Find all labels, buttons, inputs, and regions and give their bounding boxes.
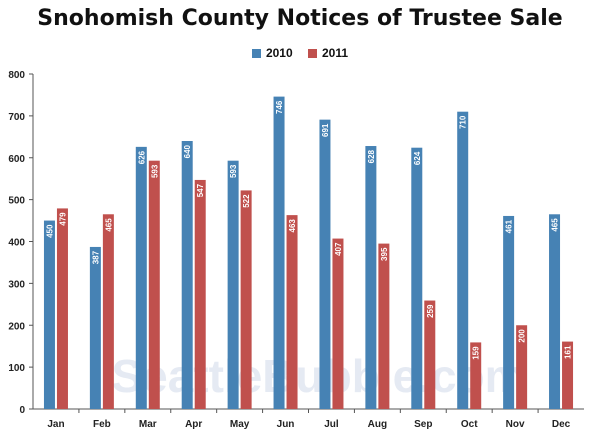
legend: 2010 2011 xyxy=(0,46,600,61)
y-tick-label: 400 xyxy=(8,238,25,249)
data-label-2010-jan: 450 xyxy=(45,224,54,238)
legend-item-2010: 2010 xyxy=(251,46,293,60)
data-label-2010-jul: 691 xyxy=(321,123,330,137)
bar-2010-oct xyxy=(457,111,469,409)
legend-label-2011: 2011 xyxy=(322,46,349,60)
bar-2011-jun xyxy=(286,215,298,409)
bar-2011-dec xyxy=(562,341,574,409)
legend-swatch-2010 xyxy=(251,48,261,58)
data-label-2011-jul: 407 xyxy=(334,242,343,256)
bar-2010-jan xyxy=(43,220,55,409)
bar-2011-apr xyxy=(194,179,206,409)
x-tick-label: Jun xyxy=(277,419,295,430)
data-label-2011-feb: 465 xyxy=(104,218,113,232)
bar-2010-aug xyxy=(365,146,377,409)
data-label-2011-oct: 159 xyxy=(472,346,481,360)
bar-2010-jul xyxy=(319,119,331,410)
data-label-2010-nov: 461 xyxy=(505,219,514,233)
x-tick-label: Sep xyxy=(414,419,432,430)
x-tick-label: Nov xyxy=(506,419,525,430)
bar-2011-feb xyxy=(102,214,114,409)
y-tick-label: 0 xyxy=(19,405,25,416)
data-label-2010-may: 593 xyxy=(229,164,238,178)
data-label-2011-jun: 463 xyxy=(288,219,297,233)
data-label-2010-apr: 640 xyxy=(183,144,192,158)
y-tick-label: 200 xyxy=(8,321,25,332)
x-tick-label: May xyxy=(230,419,250,430)
data-label-2011-sep: 259 xyxy=(426,304,435,318)
legend-label-2010: 2010 xyxy=(265,46,293,60)
x-tick-label: Dec xyxy=(552,419,571,430)
bar-2010-may xyxy=(227,160,239,409)
bar-2010-feb xyxy=(89,246,101,409)
x-tick-label: Apr xyxy=(185,419,202,430)
bar-2011-sep xyxy=(424,300,436,409)
legend-item-2011: 2011 xyxy=(308,46,348,60)
bar-2010-mar xyxy=(135,146,147,410)
data-label-2011-aug: 395 xyxy=(380,247,389,261)
bar-2010-dec xyxy=(549,214,561,409)
bar-2011-oct xyxy=(470,342,482,409)
data-label-2010-mar: 626 xyxy=(137,150,146,164)
y-tick-label: 300 xyxy=(8,279,25,290)
bar-2010-nov xyxy=(503,215,515,409)
x-tick-label: Jul xyxy=(324,419,339,430)
data-label-2010-jun: 746 xyxy=(275,100,284,114)
y-tick-label: 700 xyxy=(8,112,25,123)
x-tick-label: Aug xyxy=(368,419,387,430)
x-tick-label: Feb xyxy=(93,419,111,430)
data-label-2011-dec: 161 xyxy=(564,345,573,359)
chart-title: Snohomish County Notices of Trustee Sale xyxy=(37,6,563,31)
data-label-2011-mar: 593 xyxy=(150,164,159,178)
x-tick-label: Oct xyxy=(461,419,478,430)
bar-2011-jan xyxy=(56,208,68,409)
y-tick-label: 800 xyxy=(8,70,25,81)
bar-2010-jun xyxy=(273,96,285,410)
bar-2011-may xyxy=(240,190,252,409)
data-label-2011-jan: 479 xyxy=(58,212,67,226)
data-label-2011-nov: 200 xyxy=(518,329,527,343)
data-label-2010-oct: 710 xyxy=(459,115,468,129)
x-tick-label: Mar xyxy=(139,419,157,430)
x-tick-label: Jan xyxy=(47,419,64,430)
y-tick-label: 600 xyxy=(8,154,25,165)
bar-2011-aug xyxy=(378,243,390,409)
bar-2011-nov xyxy=(516,325,528,409)
bar-2011-jul xyxy=(332,238,344,409)
data-label-2011-apr: 547 xyxy=(196,183,205,197)
data-label-2011-may: 522 xyxy=(242,194,251,208)
data-label-2010-feb: 387 xyxy=(91,250,100,264)
watermark-text: SeattleBubble.com xyxy=(111,350,525,402)
y-tick-label: 100 xyxy=(8,363,25,374)
data-label-2010-aug: 628 xyxy=(367,149,376,163)
legend-swatch-2011 xyxy=(308,48,317,58)
y-tick-label: 500 xyxy=(8,196,25,207)
data-label-2010-dec: 465 xyxy=(551,218,560,232)
bar-2010-apr xyxy=(181,141,193,409)
bar-2010-sep xyxy=(411,147,423,409)
data-label-2010-sep: 624 xyxy=(413,151,422,165)
bar-2011-mar xyxy=(148,160,160,409)
